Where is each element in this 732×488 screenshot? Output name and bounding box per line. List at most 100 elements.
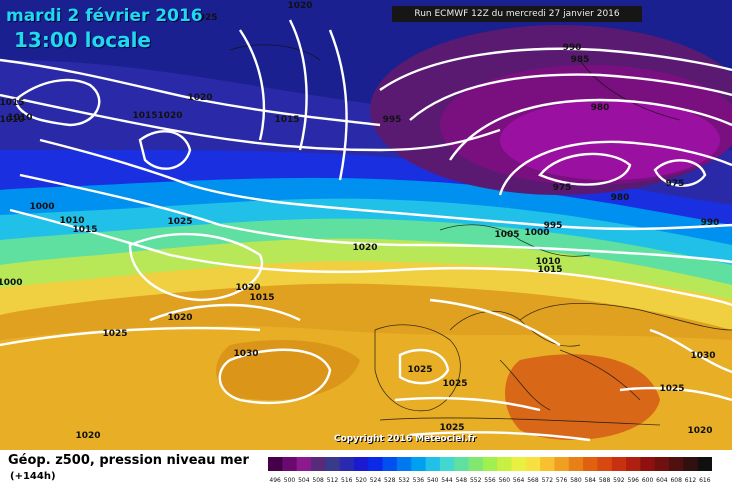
isobar-label: 1015	[72, 225, 97, 235]
color-scale-legend: 496 500 504 508 512 516 520 524 528 532 536 540 544 5…	[268, 457, 712, 484]
run-info: Run ECMWF 12Z du mercredi 27 janvier 201…	[392, 6, 642, 22]
isobar-label: 1005	[494, 230, 519, 240]
isobar-label: 1015	[537, 265, 562, 275]
isobar-label: 985	[571, 55, 590, 65]
legend-tick-label: 592	[613, 477, 625, 484]
legend-swatch	[626, 457, 641, 471]
legend-swatch	[296, 457, 312, 471]
legend-tick-label: 532	[398, 477, 410, 484]
legend-tick-label: 588	[599, 477, 611, 484]
isobar-label: 1025	[439, 423, 464, 433]
legend-swatch	[339, 457, 355, 471]
legend-tick-label: 584	[585, 477, 597, 484]
legend-swatch	[669, 457, 684, 471]
legend-tick-label: 604	[656, 477, 668, 484]
isobar-label: 1025	[167, 217, 192, 227]
isobar-label: 1020	[187, 93, 212, 103]
isobar-label: 1020	[157, 111, 182, 121]
copyright: Copyright 2016 Meteociel.fr	[334, 434, 477, 444]
legend-tick-label: 608	[670, 477, 682, 484]
legend-swatch	[697, 457, 712, 471]
legend-swatch	[568, 457, 584, 471]
legend-tick-label: 560	[499, 477, 511, 484]
isobar-label: 1025	[659, 384, 684, 394]
legend-swatch	[382, 457, 398, 471]
isobar-label: 1025	[407, 365, 432, 375]
legend-swatch	[411, 457, 427, 471]
isobar-label: 1025	[442, 379, 467, 389]
legend-swatch	[540, 457, 555, 471]
isobar-label: 1015	[274, 115, 299, 125]
legend-swatch	[268, 457, 283, 471]
legend-tick-label: 540	[427, 477, 439, 484]
isobar-label: 1030	[690, 351, 715, 361]
isobar-label: 1025	[192, 13, 217, 23]
isobar-label: 990	[701, 218, 720, 228]
legend-tick-label: 612	[685, 477, 697, 484]
legend-tick-label: 600	[642, 477, 654, 484]
legend-tick-label: 544	[441, 477, 453, 484]
legend-swatch	[525, 457, 541, 471]
legend-tick-label: 548	[456, 477, 468, 484]
legend-tick-label: 516	[341, 477, 353, 484]
legend-tick-label: 524	[370, 477, 382, 484]
legend-swatch	[454, 457, 470, 471]
legend-swatch	[325, 457, 341, 471]
isobar-label: 1015	[249, 293, 274, 303]
isobar-label: 980	[591, 103, 610, 113]
map-subtitle: (+144h)	[10, 471, 56, 482]
isobar-label: 1020	[352, 243, 377, 253]
legend-swatch	[583, 457, 598, 471]
legend-swatch	[353, 457, 369, 471]
legend-tick-label: 596	[628, 477, 640, 484]
legend-tick-label: 556	[484, 477, 496, 484]
isobar-label: 1015	[0, 98, 25, 108]
isobar-label: 1025	[102, 329, 127, 339]
legend-tick-label: 576	[556, 477, 568, 484]
legend-swatch	[468, 457, 484, 471]
isobar-label: 1000	[0, 278, 23, 288]
legend-tick-label: 580	[570, 477, 582, 484]
legend-tick-label: 536	[413, 477, 425, 484]
isobar-label: 1010	[535, 257, 560, 267]
isobar-label: 975	[666, 179, 685, 189]
legend-swatch	[425, 457, 441, 471]
isobar-label: 995	[544, 221, 563, 231]
isobar-label: 1030	[233, 349, 258, 359]
legend-swatch	[597, 457, 613, 471]
legend-tick-label: 572	[542, 477, 554, 484]
forecast-time: 13:00 locale	[14, 28, 151, 52]
isobar-label: 1020	[167, 313, 192, 323]
isobar-label: 1020	[687, 426, 712, 436]
legend-swatch	[439, 457, 455, 471]
isobar-label: 1020	[287, 1, 312, 11]
legend-swatch	[683, 457, 699, 471]
isobar-label: 1010	[7, 113, 32, 123]
legend-swatch	[554, 457, 570, 471]
legend-swatch	[310, 457, 326, 471]
legend-tick-label: 512	[327, 477, 339, 484]
isobar-label: 1010	[0, 115, 25, 125]
legend-tick-label: 568	[527, 477, 539, 484]
legend-tick-label: 508	[312, 477, 324, 484]
legend-swatch	[368, 457, 384, 471]
legend-tick-label: 552	[470, 477, 482, 484]
legend-tick-label: 616	[699, 477, 711, 484]
legend-tick-label: 496	[269, 477, 281, 484]
legend-tick-label: 528	[384, 477, 396, 484]
isobar-label: 995	[383, 115, 402, 125]
legend-swatch	[511, 457, 527, 471]
map-title: Géop. z500, pression niveau mer	[8, 453, 249, 468]
isobar-label: 1015	[132, 111, 157, 121]
legend-swatch	[611, 457, 627, 471]
legend-swatch	[640, 457, 656, 471]
isobar-label: 1020	[235, 283, 260, 293]
legend-tick-label: 520	[355, 477, 367, 484]
isobar-label: 975	[553, 183, 572, 193]
isobar-label: 1010	[59, 216, 84, 226]
isobar-label: 1000	[524, 228, 549, 238]
legend-swatch	[654, 457, 670, 471]
legend-swatch	[497, 457, 512, 471]
isobar-label: 990	[563, 43, 582, 53]
